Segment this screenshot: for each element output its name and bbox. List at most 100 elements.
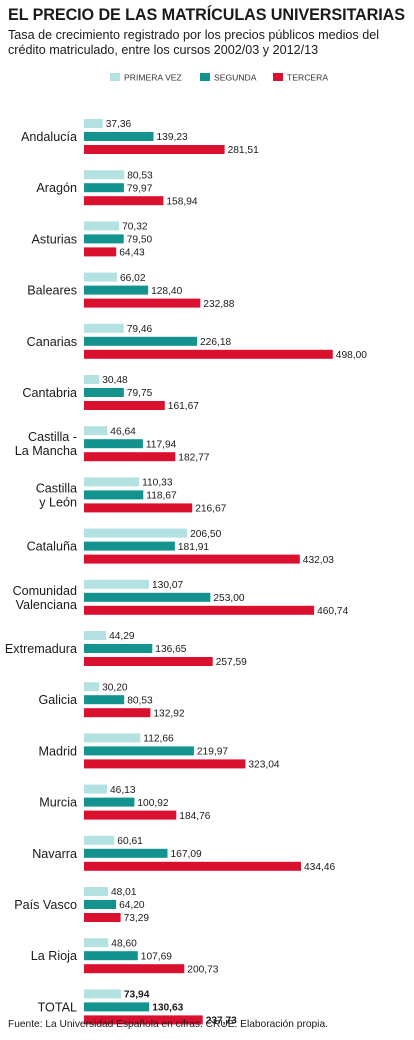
bar-group-extremadura: Extremadura 44,29 136,65 257,59: [5, 631, 247, 668]
bar-primera-vez: [84, 579, 149, 589]
value-label: 216,67: [195, 504, 226, 515]
value-label: 237,73: [206, 1016, 237, 1027]
bar-primera-vez: [84, 221, 120, 231]
bar-segunda: [84, 644, 153, 653]
bar-tercera: [84, 349, 333, 359]
value-label: 37,36: [106, 119, 132, 130]
bar-primera-vez: [84, 784, 107, 794]
category-label: La Rioja: [31, 949, 77, 963]
bar-group-castilla-y-leon: Castilla y León 110,33 118,67 216,67: [36, 477, 227, 515]
category-label: Canarias: [27, 335, 77, 349]
legend-swatch: [273, 73, 283, 81]
value-label: 460,74: [317, 606, 348, 617]
bar-segunda: [84, 183, 124, 193]
bar-segunda: [84, 336, 197, 346]
value-label: 79,97: [127, 183, 153, 194]
value-label: 432,03: [303, 555, 334, 566]
value-label: 132,92: [153, 708, 184, 719]
bar-group-comunidad-valenciana: Comunidad Valenciana 130,07 253,00 460,74: [13, 579, 349, 617]
value-label: 46,13: [110, 785, 136, 796]
value-label: 219,97: [197, 747, 228, 758]
bar-group-navarra: Navarra 60,61 167,09 434,46: [32, 835, 335, 873]
value-label: 64,43: [119, 248, 145, 259]
bar-tercera: [84, 810, 177, 820]
bar-tercera: [84, 605, 315, 615]
value-label: 161,67: [168, 401, 199, 412]
value-label: 206,50: [190, 529, 221, 540]
legend-swatch: [200, 73, 210, 81]
legend: PRIMERA VEZ SEGUNDA TERCERA: [110, 73, 328, 83]
value-label: 184,76: [179, 811, 210, 822]
value-label: 66,02: [120, 273, 146, 284]
bar-tercera: [84, 554, 300, 564]
category-label: País Vasco: [14, 898, 77, 912]
bar-primera-vez: [84, 887, 108, 896]
category-label: Baleares: [27, 284, 77, 298]
bar-tercera: [84, 861, 301, 871]
bar-segunda: [84, 797, 135, 807]
category-label: Aragón: [36, 181, 77, 195]
bar-tercera: [84, 759, 246, 769]
value-label: 60,61: [117, 836, 143, 847]
value-label: 64,20: [119, 900, 145, 911]
bar-tercera: [84, 247, 117, 257]
category-label: TOTAL: [38, 1000, 77, 1014]
category-label: Extremadura: [5, 642, 77, 656]
bar-primera-vez: [84, 989, 121, 999]
bar-primera-vez: [84, 375, 100, 384]
bar-segunda: [84, 746, 194, 756]
bar-segunda: [84, 234, 124, 244]
value-label: 79,75: [127, 388, 153, 399]
legend-item-primera-vez: PRIMERA VEZ: [110, 73, 182, 83]
bar-tercera: [84, 913, 121, 922]
value-label: 281,51: [228, 145, 259, 156]
value-label: 182,77: [178, 452, 209, 463]
value-label: 44,29: [109, 631, 135, 642]
value-label: 130,07: [152, 580, 183, 591]
category-label: Cataluña: [27, 540, 77, 554]
bar-primera-vez: [84, 119, 103, 128]
value-label: 46,64: [110, 426, 136, 437]
bar-segunda: [84, 490, 144, 500]
bar-group-baleares: Baleares 66,02 128,40 232,88: [27, 272, 235, 310]
bar-primera-vez: [84, 170, 125, 180]
value-label: 80,53: [127, 170, 153, 181]
legend-swatch: [110, 73, 120, 81]
value-label: 498,00: [336, 350, 367, 361]
value-label: 100,92: [137, 798, 168, 809]
bar-group-madrid: Madrid 112,66 219,97 323,04: [39, 733, 280, 771]
value-label: 158,94: [166, 196, 197, 207]
bar-segunda: [84, 900, 117, 909]
bar-tercera: [84, 964, 185, 974]
value-label: 136,65: [155, 644, 186, 655]
bar-tercera: [84, 452, 176, 462]
bar-segunda: [84, 439, 143, 449]
value-label: 79,50: [127, 235, 153, 246]
bar-primera-vez: [84, 835, 115, 845]
bar-primera-vez: [84, 528, 188, 538]
bar-primera-vez: [84, 682, 100, 692]
value-label: 117,94: [146, 439, 177, 450]
bar-tercera: [84, 145, 225, 154]
value-label: 226,18: [200, 337, 231, 348]
bar-primera-vez: [84, 426, 108, 436]
category-label: Castilla -La Mancha: [15, 430, 77, 458]
bar-group-cataluna: Cataluña 206,50 181,91 432,03: [27, 528, 334, 566]
value-label: 70,32: [122, 222, 148, 233]
value-label: 110,33: [142, 478, 173, 489]
bar-group-cantabria: Cantabria 30,48 79,75 161,67: [22, 375, 199, 412]
bar-group-aragon: Aragón 80,53 79,97 158,94: [36, 170, 198, 207]
category-label: Castilla y León: [36, 481, 77, 509]
bar-tercera: [84, 708, 151, 718]
bar-group-asturias: Asturias 70,32 79,50 64,43: [32, 221, 153, 259]
bar-group-canarias: Canarias 79,46 226,18 498,00: [27, 323, 367, 361]
value-label: 30,20: [102, 682, 128, 693]
value-label: 112,66: [143, 734, 174, 745]
value-label: 80,53: [127, 695, 153, 706]
bar-primera-vez: [84, 631, 107, 640]
bar-primera-vez: [84, 323, 124, 333]
